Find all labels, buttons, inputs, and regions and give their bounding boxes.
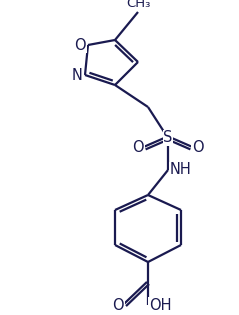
Text: O: O <box>192 140 204 156</box>
Text: O: O <box>112 297 124 312</box>
Text: OH: OH <box>149 297 172 312</box>
Text: N: N <box>72 67 83 83</box>
Text: CH₃: CH₃ <box>126 0 150 10</box>
Text: O: O <box>132 140 144 156</box>
Text: O: O <box>74 37 86 53</box>
Text: NH: NH <box>170 163 192 177</box>
Text: S: S <box>163 130 173 146</box>
